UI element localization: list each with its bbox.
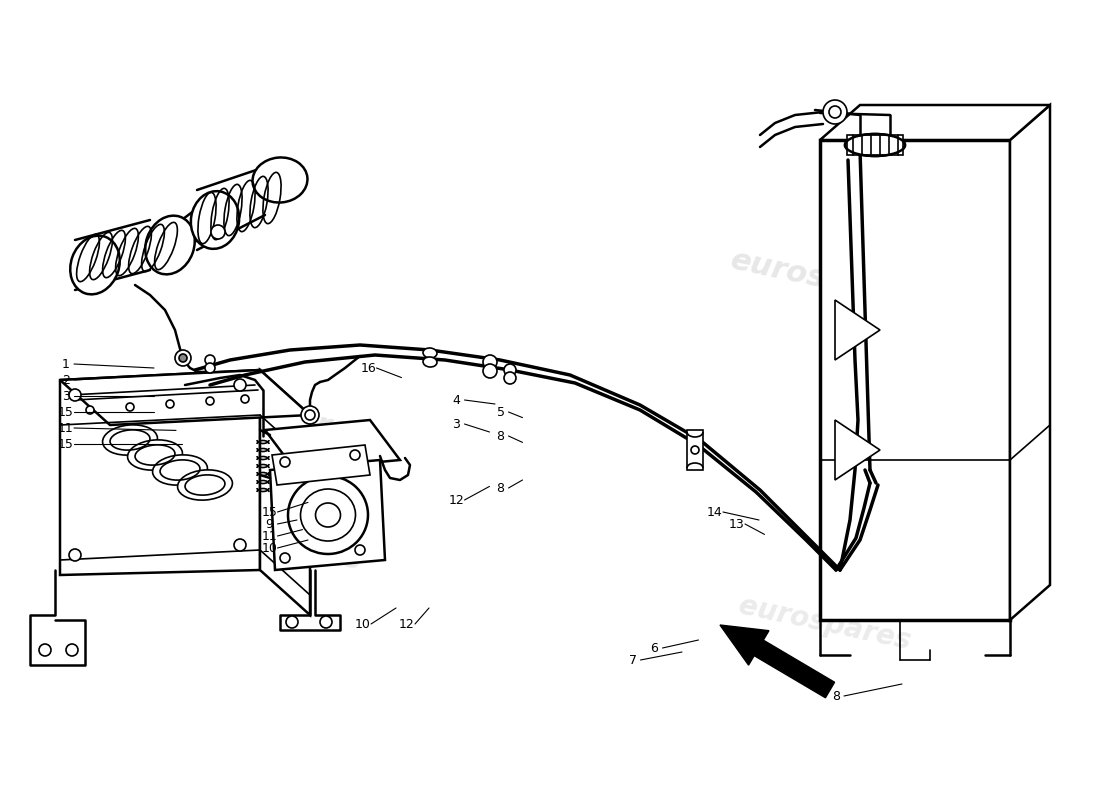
Text: 16: 16 <box>361 362 376 374</box>
Circle shape <box>179 354 187 362</box>
Polygon shape <box>265 420 400 470</box>
Text: 8: 8 <box>496 430 505 442</box>
Circle shape <box>280 553 290 563</box>
Ellipse shape <box>316 503 341 527</box>
Polygon shape <box>1010 105 1050 620</box>
Circle shape <box>483 364 497 378</box>
Text: 7: 7 <box>628 654 637 666</box>
Circle shape <box>280 457 290 467</box>
Circle shape <box>350 450 360 460</box>
Ellipse shape <box>128 440 183 470</box>
Ellipse shape <box>424 348 437 358</box>
Circle shape <box>126 403 134 411</box>
Ellipse shape <box>153 455 208 485</box>
Circle shape <box>234 379 246 391</box>
Text: 10: 10 <box>355 618 371 630</box>
Polygon shape <box>688 430 703 470</box>
Circle shape <box>829 106 842 118</box>
Text: 11: 11 <box>58 422 74 434</box>
Ellipse shape <box>300 489 355 541</box>
Text: eurospares: eurospares <box>728 246 922 314</box>
Circle shape <box>175 350 191 366</box>
Bar <box>820 140 1010 620</box>
Ellipse shape <box>253 158 308 202</box>
Circle shape <box>483 355 497 369</box>
Circle shape <box>206 397 214 405</box>
Text: 9: 9 <box>265 518 274 530</box>
Polygon shape <box>260 370 310 615</box>
Text: eurospares: eurospares <box>178 382 372 450</box>
Circle shape <box>234 539 246 551</box>
Polygon shape <box>60 370 310 425</box>
Text: 3: 3 <box>452 418 461 430</box>
Bar <box>847 135 903 155</box>
Ellipse shape <box>845 134 905 156</box>
Circle shape <box>166 400 174 408</box>
Circle shape <box>86 406 94 414</box>
Text: 12: 12 <box>449 494 464 506</box>
FancyArrow shape <box>720 625 835 698</box>
Circle shape <box>504 372 516 384</box>
Circle shape <box>205 363 214 373</box>
Circle shape <box>39 644 51 656</box>
Ellipse shape <box>70 236 120 294</box>
Circle shape <box>355 545 365 555</box>
Text: eurospares: eurospares <box>186 512 364 576</box>
Text: 13: 13 <box>729 518 745 530</box>
Text: 2: 2 <box>62 374 70 386</box>
Text: 8: 8 <box>496 482 505 494</box>
Text: 14: 14 <box>707 506 723 518</box>
Text: eurospares: eurospares <box>736 592 914 656</box>
Text: 6: 6 <box>650 642 659 654</box>
Polygon shape <box>270 460 385 570</box>
Ellipse shape <box>145 216 195 274</box>
Polygon shape <box>60 370 260 575</box>
Text: 10: 10 <box>262 542 277 554</box>
Circle shape <box>69 389 81 401</box>
Circle shape <box>205 355 214 365</box>
Circle shape <box>691 446 698 454</box>
Circle shape <box>66 644 78 656</box>
Ellipse shape <box>424 357 437 367</box>
Text: 8: 8 <box>832 690 840 702</box>
Polygon shape <box>272 445 370 485</box>
Circle shape <box>823 100 847 124</box>
Text: 12: 12 <box>399 618 415 630</box>
Text: 4: 4 <box>452 394 461 406</box>
Circle shape <box>241 395 249 403</box>
Text: 15: 15 <box>262 506 277 518</box>
Ellipse shape <box>288 476 368 554</box>
Circle shape <box>301 406 319 424</box>
Text: 11: 11 <box>262 530 277 542</box>
Text: 5: 5 <box>496 406 505 418</box>
Circle shape <box>286 616 298 628</box>
Polygon shape <box>835 420 880 480</box>
Text: 15: 15 <box>58 406 74 418</box>
Circle shape <box>320 616 332 628</box>
Polygon shape <box>820 105 1050 140</box>
Ellipse shape <box>177 470 232 500</box>
Text: 15: 15 <box>58 438 74 450</box>
Ellipse shape <box>102 425 157 455</box>
Ellipse shape <box>190 191 239 249</box>
Text: 1: 1 <box>62 358 70 370</box>
Circle shape <box>211 225 226 239</box>
Circle shape <box>504 364 516 376</box>
Text: 3: 3 <box>62 390 70 402</box>
Circle shape <box>69 549 81 561</box>
Polygon shape <box>835 300 880 360</box>
